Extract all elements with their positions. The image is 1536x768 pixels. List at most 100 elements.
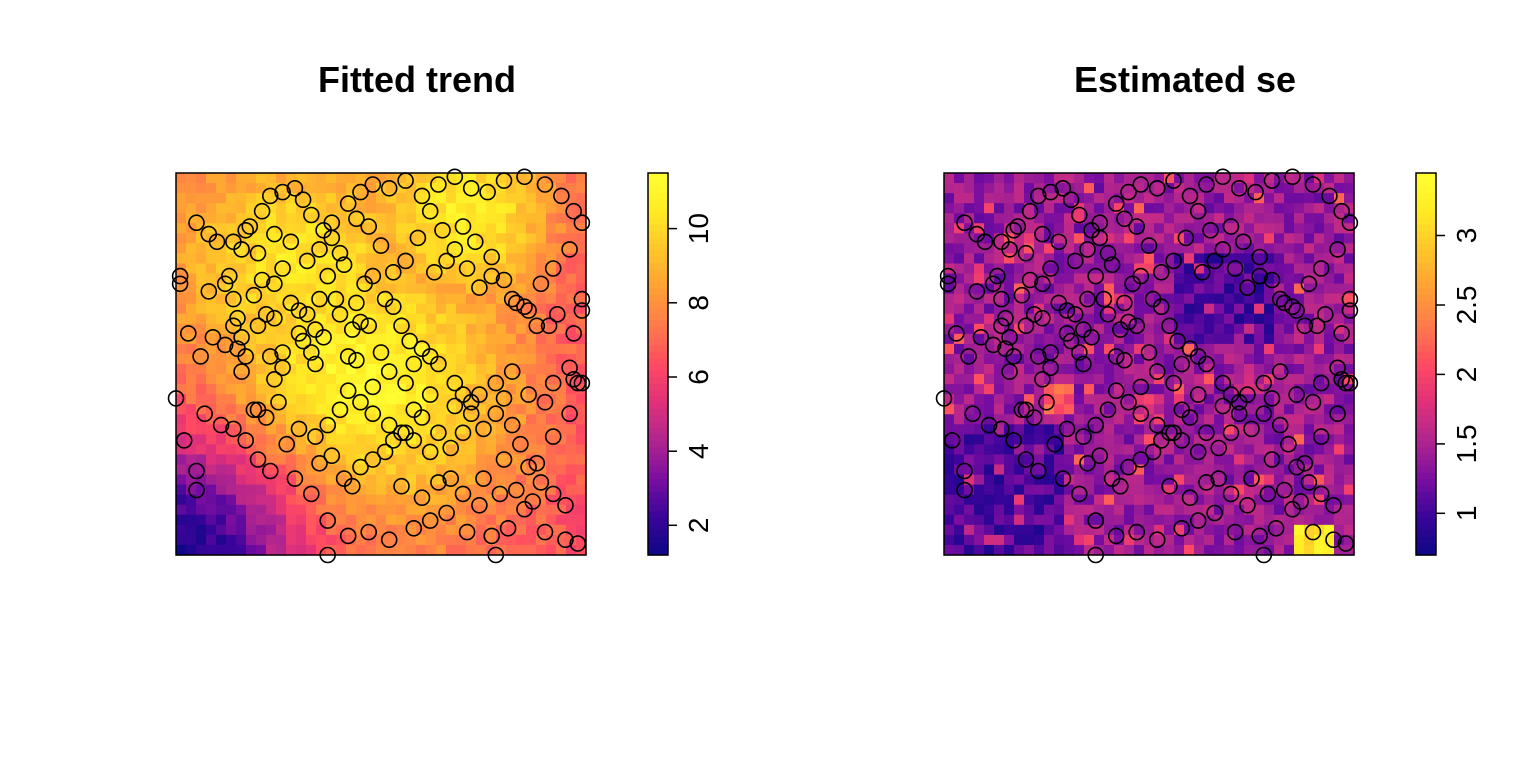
data-point (249, 244, 267, 262)
fitted-trend-cell (336, 414, 347, 425)
legend-swatch (1416, 414, 1436, 422)
fitted-trend-cell (426, 544, 437, 556)
fitted-trend-cell (236, 484, 247, 496)
fitted-trend-cell (186, 193, 197, 204)
estimated-se-cell (1234, 464, 1245, 476)
fitted-trend-cell (216, 444, 227, 456)
estimated-se-cell (1304, 414, 1315, 425)
estimated-se-cell (1044, 474, 1055, 486)
fitted-trend-cell (246, 273, 257, 285)
estimated-se-cell (1274, 494, 1285, 506)
estimated-se-cell (1194, 333, 1205, 345)
estimated-se-cell (1074, 474, 1085, 486)
estimated-se-cell (1174, 484, 1185, 496)
estimated-se-cell (1084, 494, 1095, 506)
estimated-se-cell (1204, 394, 1215, 405)
fitted-trend-cell (406, 394, 417, 405)
estimated-se-cell (964, 514, 975, 526)
estimated-se-cell (1014, 364, 1025, 375)
fitted-trend-cell (256, 384, 267, 395)
fitted-trend-cell (446, 454, 457, 466)
estimated-se-cell (1024, 333, 1035, 345)
estimated-se-cell (1124, 464, 1135, 476)
data-point (1095, 290, 1113, 308)
estimated-se-cell (1154, 364, 1165, 375)
estimated-se-cell (1204, 323, 1215, 335)
fitted-trend-cell (266, 384, 277, 395)
data-point (1304, 176, 1322, 193)
data-point (479, 183, 496, 201)
fitted-trend-cell (346, 364, 357, 375)
legend-swatch (1416, 243, 1436, 250)
estimated-se-cell (964, 203, 975, 214)
fitted-trend-cell (386, 353, 397, 365)
estimated-se-cell (1084, 454, 1095, 466)
estimated-se-cell (984, 293, 995, 305)
fitted-trend-cell (436, 233, 447, 244)
data-point (200, 283, 218, 300)
legend-swatch (648, 478, 668, 486)
data-point (266, 225, 283, 243)
fitted-trend-cell (366, 484, 377, 496)
data-point (483, 248, 501, 266)
fitted-trend-cell (456, 474, 467, 486)
estimated-se-cell (1274, 193, 1285, 204)
fitted-trend-cell (286, 223, 297, 234)
estimated-se-cell (994, 434, 1005, 446)
fitted-trend-cell (416, 514, 427, 526)
estimated-se-cell (954, 474, 965, 486)
fitted-trend-cell (236, 303, 247, 315)
fitted-trend-cell (426, 514, 437, 526)
estimated-se-cell (1124, 504, 1135, 516)
fitted-trend-cell (176, 374, 187, 385)
estimated-se-cell (1154, 434, 1165, 446)
fitted-trend-cell (266, 253, 277, 265)
estimated-se-cell (984, 193, 995, 204)
fitted-trend-cell (366, 434, 377, 446)
estimated-se-cell (1314, 524, 1325, 536)
estimated-se-cell (1254, 233, 1265, 244)
fitted-trend-cell (526, 404, 537, 415)
fitted-trend-cell (296, 353, 307, 365)
estimated-se-cell (984, 474, 995, 486)
estimated-se-cell (1024, 203, 1035, 214)
data-point (1132, 176, 1150, 193)
fitted-trend-cell (306, 484, 317, 496)
legend-swatch (648, 351, 668, 359)
fitted-trend-cell (226, 444, 237, 456)
fitted-trend-cell (476, 273, 487, 285)
estimated-se-cell (954, 343, 965, 355)
estimated-se-cell (1134, 293, 1145, 305)
fitted-trend-cell (476, 394, 487, 405)
fitted-trend-cell (506, 494, 517, 506)
fitted-trend-cell (256, 504, 267, 516)
data-point (380, 363, 398, 380)
fitted-trend-cell (446, 273, 457, 285)
estimated-se-cell (1064, 474, 1075, 486)
estimated-se-cell (1214, 374, 1225, 385)
fitted-trend-cell (376, 323, 387, 335)
legend-swatch (1416, 211, 1436, 219)
data-point (1042, 260, 1059, 277)
data-point (1263, 390, 1281, 407)
estimated-se-cell (1204, 283, 1215, 295)
fitted-trend-cell (296, 223, 307, 234)
estimated-se-cell (1234, 424, 1245, 435)
data-point (430, 424, 447, 442)
fitted-trend-cell (276, 343, 287, 355)
data-point (1132, 451, 1150, 468)
estimated-se-cell (1234, 323, 1245, 335)
estimated-se-cell (1134, 233, 1145, 244)
estimated-se-cell (1324, 193, 1335, 204)
fitted-trend-cell (296, 343, 307, 355)
fitted-trend-cell (356, 203, 367, 214)
fitted-trend-cell (206, 364, 217, 375)
estimated-se-legend: 11.522.53 (1415, 172, 1482, 556)
estimated-se-cell (1024, 323, 1035, 335)
estimated-se-cell (1264, 283, 1275, 295)
fitted-trend-cell (516, 404, 527, 415)
estimated-se-cell (1184, 263, 1195, 275)
fitted-trend-cell (466, 263, 477, 275)
estimated-se-cell (1324, 474, 1335, 486)
estimated-se-cell (1274, 464, 1285, 476)
